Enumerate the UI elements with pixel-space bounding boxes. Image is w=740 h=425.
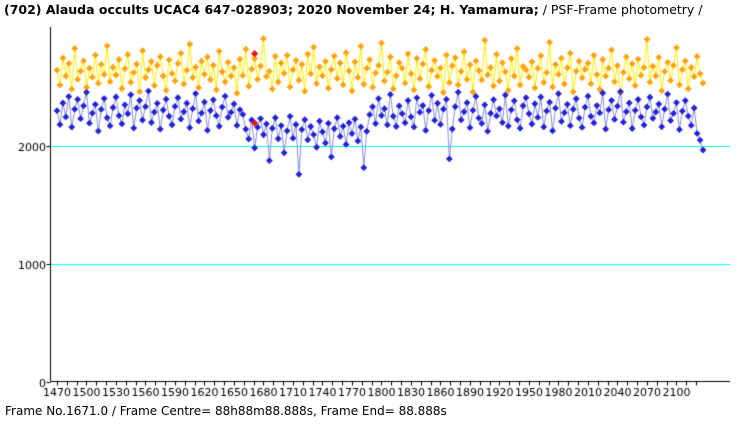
frame-status-bar: Frame No.1671.0 / Frame Centre= 88h88m88… [5,404,447,418]
chart-title-main: (702) Alauda occults UCAC4 647-028903; 2… [4,2,539,17]
lightcurve-chart-canvas[interactable] [0,0,740,403]
chart-title-mode: / PSF-Frame photometry / [538,2,703,17]
chart-title: (702) Alauda occults UCAC4 647-028903; 2… [4,2,703,17]
